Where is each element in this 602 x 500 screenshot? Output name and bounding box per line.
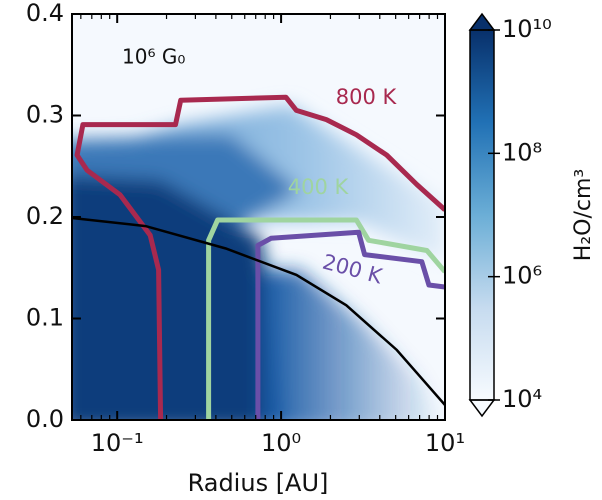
y-tick-label: 0.1 (26, 304, 64, 332)
x-tick-label: 10⁰ (261, 429, 301, 457)
colorbar-extend (468, 12, 496, 31)
annotation: 10⁶ G₀ (122, 45, 185, 69)
y-tick-label: 0.3 (26, 101, 64, 129)
colorbar-tick-label: 10⁴ (502, 385, 542, 413)
colorbar-label: H₂O/cm³ (571, 169, 596, 261)
contour-label: 400 K (288, 175, 350, 199)
contour-line (206, 217, 445, 420)
y-tick-label: 0.4 (26, 0, 64, 27)
y-tick-label: 0.2 (26, 202, 64, 230)
heatmap-shading (72, 105, 445, 420)
colorbar (470, 30, 494, 400)
heatmap-region (262, 270, 440, 420)
heatmap (72, 14, 445, 420)
x-tick-label: 10⁻¹ (91, 429, 144, 457)
colorbar-extend (468, 399, 496, 418)
colorbar-tick-label: 10⁶ (502, 262, 542, 290)
curve (72, 216, 445, 406)
y-tick-label: 0.0 (26, 405, 64, 433)
contours (72, 94, 445, 420)
contour-label: 800 K (336, 85, 398, 109)
colorbar-frame (469, 29, 495, 401)
contour-line (74, 94, 445, 420)
colorbar-tick-label: 10⁸ (502, 138, 542, 166)
x-axis-label: Radius [AU] (188, 469, 329, 497)
heatmap-region (72, 175, 281, 420)
x-tick-label: 10¹ (425, 429, 465, 457)
colorbar-tick-label: 10¹⁰ (502, 15, 552, 43)
contour-line (255, 229, 445, 420)
